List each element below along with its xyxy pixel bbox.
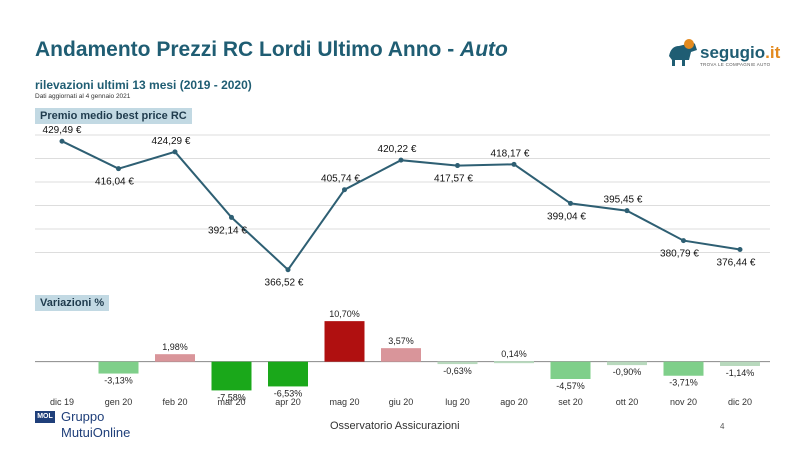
bar-chart-title: Variazioni %	[35, 295, 110, 311]
month-tick-label: lug 20	[445, 397, 470, 407]
variation-bar	[211, 361, 252, 391]
price-point	[229, 214, 234, 220]
variation-data-label: -1,14%	[726, 368, 755, 378]
price-point	[624, 208, 630, 214]
month-tick-label: feb 20	[162, 397, 187, 407]
month-tick-label: dic 19	[50, 397, 74, 407]
price-point	[737, 246, 743, 252]
month-tick-label: ott 20	[616, 397, 639, 407]
month-tick-label: giu 20	[389, 397, 414, 407]
price-point	[511, 161, 517, 167]
variation-data-label: 0,14%	[501, 349, 527, 359]
price-point	[172, 149, 178, 155]
variation-data-label: -4,57%	[556, 381, 585, 391]
price-point	[59, 138, 65, 144]
variation-data-label: -7,58%	[217, 392, 246, 402]
month-tick-label: dic 20	[728, 397, 752, 407]
variation-data-label: -0,63%	[443, 366, 472, 376]
page-subtitle: rilevazioni ultimi 13 mesi (2019 - 2020)	[35, 78, 252, 92]
price-data-label: 395,45 €	[604, 195, 643, 206]
month-tick-label: ago 20	[500, 397, 528, 407]
variation-bar	[494, 361, 534, 364]
variation-bar	[324, 321, 365, 362]
variation-bar	[268, 361, 308, 387]
variation-data-label: 1,98%	[162, 342, 188, 352]
dog-icon	[669, 39, 697, 66]
variation-bar	[607, 361, 647, 366]
variation-bar	[720, 361, 760, 367]
variation-bar	[98, 361, 139, 374]
price-data-label: 418,17 €	[491, 148, 530, 159]
variation-data-label: -3,71%	[669, 378, 698, 388]
price-data-label: 366,52 €	[265, 278, 304, 289]
month-tick-label: gen 20	[105, 397, 133, 407]
month-tick-label: set 20	[558, 397, 583, 407]
price-point	[681, 238, 686, 244]
page-number: 4	[720, 422, 725, 431]
footer-caption: Osservatorio Assicurazioni	[330, 420, 460, 432]
price-data-label: 429,49 €	[43, 125, 82, 136]
month-tick-label: mag 20	[329, 397, 359, 407]
variation-data-label: -6,53%	[274, 388, 303, 398]
price-point	[116, 166, 121, 172]
month-tick-label: apr 20	[275, 397, 301, 407]
group-name-line2: MutuiOnline	[61, 425, 131, 440]
price-data-label: 405,74 €	[321, 174, 360, 185]
price-point	[342, 187, 347, 193]
price-data-label: 416,04 €	[95, 177, 134, 188]
month-tick-label: nov 20	[670, 397, 697, 407]
gruppo-mutuionline-logo: MOL Gruppo MutuiOnline	[35, 409, 140, 445]
month-tick-label: mar 20	[217, 397, 245, 407]
variation-bar	[381, 348, 421, 362]
price-data-label: 420,22 €	[378, 144, 417, 155]
variation-data-label: 10,70%	[329, 309, 360, 319]
variation-bar	[437, 361, 478, 365]
price-data-label: 392,14 €	[208, 225, 247, 236]
group-name-line1: Gruppo	[61, 409, 105, 424]
page-title: Andamento Prezzi RC Lordi Ultimo Anno - …	[35, 38, 508, 61]
line-chart-title: Premio medio best price RC	[35, 108, 192, 124]
logo-tagline: TROVA LE COMPAGNIE AUTO	[700, 62, 771, 67]
price-data-label: 380,79 €	[660, 249, 699, 260]
price-point	[568, 200, 573, 206]
variation-bar	[155, 354, 195, 362]
variation-bar	[550, 361, 591, 380]
price-point	[455, 163, 460, 169]
variation-data-label: -3,13%	[104, 376, 133, 386]
price-point	[398, 157, 404, 163]
price-data-label: 376,44 €	[717, 257, 756, 268]
variation-data-label: 3,57%	[388, 336, 414, 346]
price-data-label: 417,57 €	[434, 174, 473, 185]
segugio-logo	[663, 36, 773, 72]
price-point	[285, 267, 291, 273]
price-data-label: 399,04 €	[547, 211, 586, 222]
variation-bar	[663, 361, 704, 376]
mol-badge: MOL	[35, 411, 55, 423]
update-date: Dati aggiornati al 4 gennaio 2021	[35, 93, 131, 100]
variation-data-label: -0,90%	[613, 367, 642, 377]
price-data-label: 424,29 €	[152, 136, 191, 147]
logo-text: segugio.it	[700, 43, 781, 62]
